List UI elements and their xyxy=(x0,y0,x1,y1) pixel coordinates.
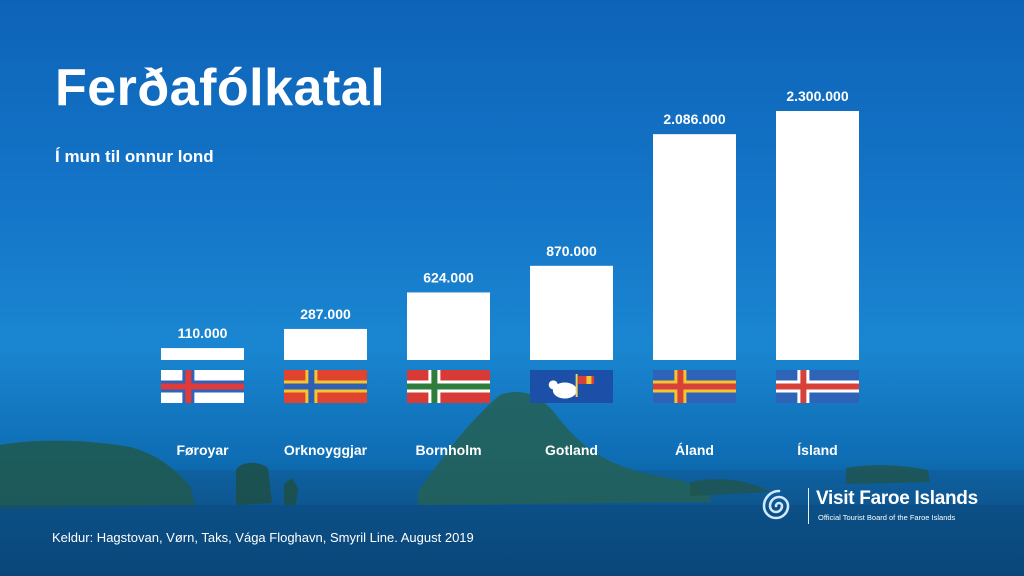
bornholm-flag-icon xyxy=(407,370,490,403)
category-label-1: Orknoyggjar xyxy=(284,442,368,458)
gotland-flag-icon xyxy=(530,370,613,403)
visit-faroe-islands-logo: Visit Faroe Islands Official Tourist Boa… xyxy=(758,484,978,528)
chart-subtitle: Í mun til onnur lond xyxy=(55,147,214,166)
brand-tagline: Official Tourist Board of the Faroe Isla… xyxy=(818,513,956,522)
data-label-3: 870.000 xyxy=(546,243,597,259)
data-label-5: 2.300.000 xyxy=(786,88,848,104)
bar-1 xyxy=(284,328,367,360)
iceland-flag-icon xyxy=(776,370,859,403)
orkney-flag-icon xyxy=(284,370,367,403)
bar-4 xyxy=(653,134,736,360)
data-label-1: 287.000 xyxy=(300,306,351,322)
category-label-5: Ísland xyxy=(797,442,837,458)
faroe-islands-flag-icon xyxy=(161,370,244,403)
bar-0 xyxy=(161,348,244,360)
data-label-0: 110.000 xyxy=(178,325,228,341)
brand-name: Visit Faroe Islands xyxy=(816,488,978,509)
data-label-2: 624.000 xyxy=(423,269,474,285)
source-note: Keldur: Hagstovan, Vørn, Taks, Vága Flog… xyxy=(52,530,474,545)
spiral-logo-icon xyxy=(762,489,790,520)
bar-2 xyxy=(407,292,490,360)
category-label-3: Gotland xyxy=(545,442,598,458)
aland-flag-icon xyxy=(653,370,736,403)
bar-3 xyxy=(530,265,613,360)
logo-divider xyxy=(808,488,809,524)
chart-title: Ferðafólkatal xyxy=(55,59,386,117)
bar-5 xyxy=(776,111,859,360)
data-label-4: 2.086.000 xyxy=(663,111,725,127)
category-label-4: Áland xyxy=(675,442,714,458)
category-label-0: Føroyar xyxy=(176,442,229,458)
category-label-2: Bornholm xyxy=(415,442,481,458)
